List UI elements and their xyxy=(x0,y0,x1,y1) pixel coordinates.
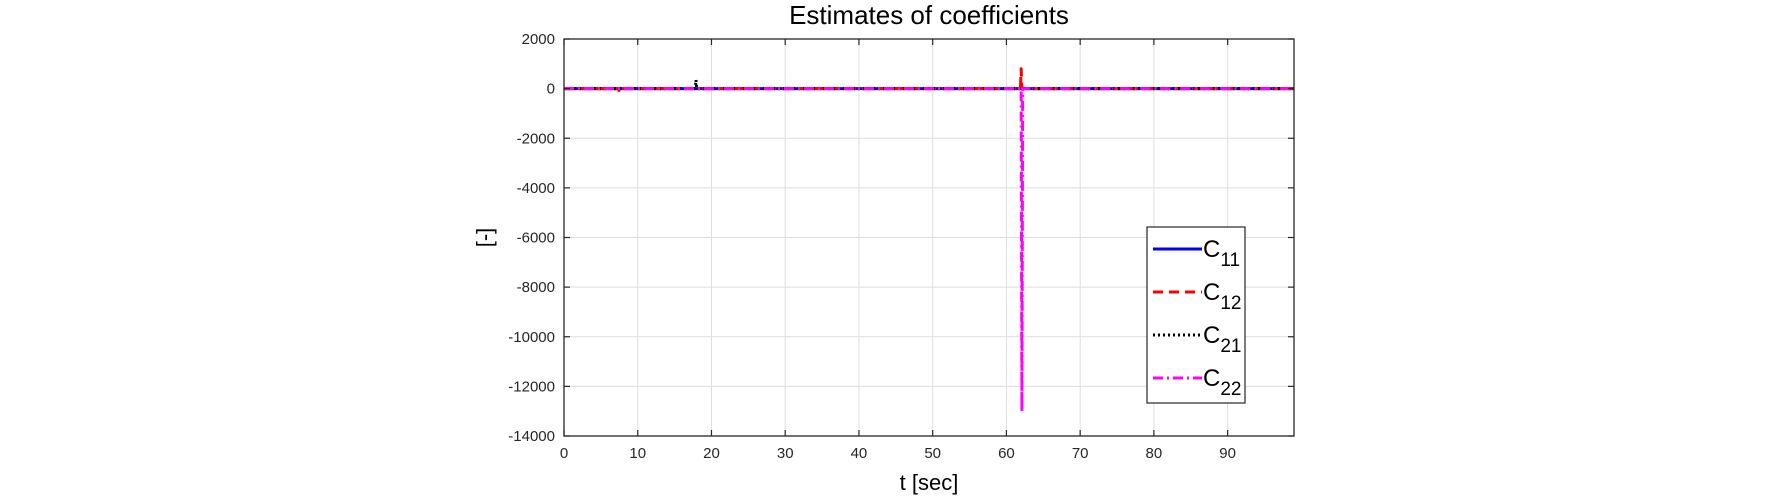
x-axis-label: t [sec] xyxy=(900,470,959,495)
legend-entry-label: C22 xyxy=(1203,365,1241,400)
x-tick-label: 10 xyxy=(629,445,646,462)
series-line-c22 xyxy=(564,87,1294,413)
legend-entry-label: C11 xyxy=(1203,236,1240,271)
legend-box xyxy=(1146,226,1246,404)
y-tick-label: -12000 xyxy=(508,378,555,395)
x-tick-label: 60 xyxy=(998,445,1015,462)
ticks: 0 10 20 30 40 50 60 70 80 90 2000 0 -2000 -4000 -6000 -… xyxy=(508,31,1294,462)
y-tick-label: -10000 xyxy=(508,329,555,346)
x-tick-label: 50 xyxy=(924,445,941,462)
y-tick-label: 2000 xyxy=(522,31,555,48)
x-tick-label: 20 xyxy=(703,445,720,462)
y-tick-label: -4000 xyxy=(517,180,555,197)
y-tick-label: -14000 xyxy=(508,428,555,445)
x-tick-label: 40 xyxy=(851,445,868,462)
x-tick-label: 0 xyxy=(560,445,568,462)
legend-entry-label: C12 xyxy=(1203,279,1241,314)
y-tick-label: -8000 xyxy=(517,279,555,296)
y-tick-label: -2000 xyxy=(517,130,555,147)
y-tick-label: 0 xyxy=(547,81,555,98)
x-tick-label: 90 xyxy=(1219,445,1236,462)
x-tick-label: 80 xyxy=(1146,445,1163,462)
y-axis-label: [-] xyxy=(472,228,497,248)
x-tick-label: 70 xyxy=(1072,445,1089,462)
series-lines xyxy=(564,67,1294,413)
legend: C11 C12 C21 C22 xyxy=(1146,226,1246,404)
y-tick-label: -6000 xyxy=(517,230,555,247)
legend-entry-label: C21 xyxy=(1203,322,1241,357)
x-tick-label: 30 xyxy=(777,445,794,462)
chart-title: Estimates of coefficients xyxy=(789,0,1069,30)
